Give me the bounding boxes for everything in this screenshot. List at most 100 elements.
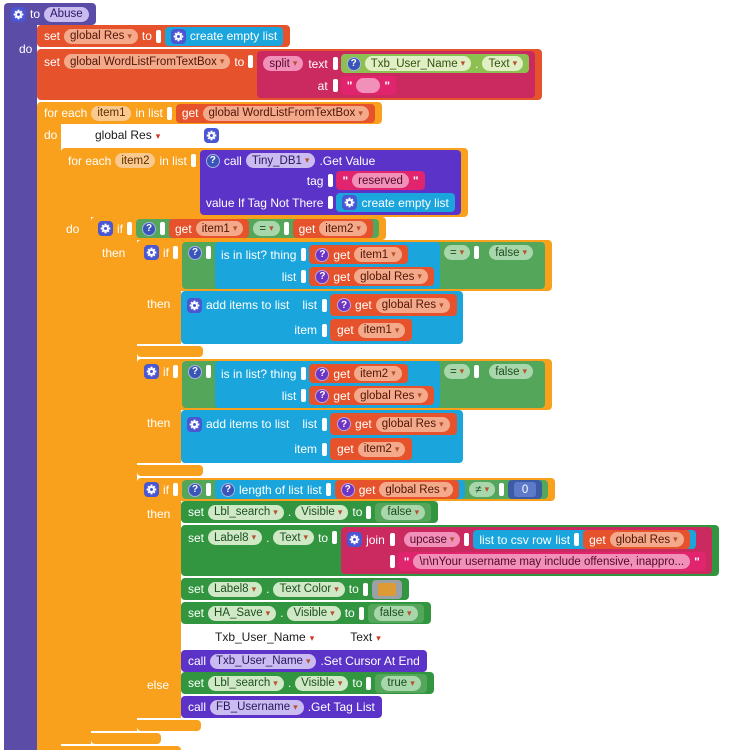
- upcase-block[interactable]: upcase list to csv row list: [397, 530, 702, 549]
- color-swatch[interactable]: [377, 582, 396, 596]
- question-icon[interactable]: ?: [337, 298, 352, 312]
- question-icon[interactable]: ?: [188, 482, 202, 497]
- get-global-res-block[interactable]: get global Res: [583, 530, 690, 549]
- variable-dropdown-item1[interactable]: item1: [354, 247, 402, 262]
- variable-dropdown-item2[interactable]: item2: [354, 366, 402, 381]
- warning-string-block[interactable]: " \n\nYour username may include offensiv…: [397, 552, 706, 571]
- equals-compare-block[interactable]: ? get item1 =: [136, 219, 379, 238]
- variable-dropdown-wordlist[interactable]: global WordListFromTextBox: [64, 54, 231, 69]
- question-icon[interactable]: ?: [346, 56, 361, 71]
- component-dropdown[interactable]: Label8: [208, 581, 263, 597]
- variable-dropdown-global-res[interactable]: global Res: [354, 388, 428, 403]
- variable-dropdown-global-res[interactable]: global Res: [609, 532, 684, 547]
- split-block[interactable]: split text ? Txb_User_Name . Text at: [257, 51, 536, 98]
- logic-value-dropdown[interactable]: false: [373, 605, 418, 621]
- component-dropdown-tinydb[interactable]: Tiny_DB1: [245, 153, 316, 168]
- call-get-tag-list-block[interactable]: call FB_Username .Get Tag List: [181, 696, 382, 718]
- component-dropdown[interactable]: Lbl_search: [208, 504, 284, 520]
- collapsed-global-res-block[interactable]: global Res: [61, 124, 260, 146]
- gear-icon[interactable]: [144, 482, 159, 497]
- question-icon[interactable]: ?: [315, 388, 330, 403]
- component-dropdown[interactable]: Txb_User_Name: [210, 653, 317, 669]
- compare-op-dropdown[interactable]: ≠: [469, 482, 496, 497]
- if-item2-not-in-res-block[interactable]: if ?: [137, 359, 553, 476]
- get-item2-block[interactable]: get item2: [292, 219, 373, 238]
- gear-icon[interactable]: [11, 6, 26, 22]
- get-global-res-block[interactable]: ? get global Res: [309, 386, 434, 405]
- property-dropdown[interactable]: Text: [350, 630, 381, 644]
- question-icon[interactable]: ?: [315, 269, 330, 284]
- variable-dropdown-wordlist[interactable]: global WordListFromTextBox: [202, 105, 369, 121]
- logic-value-dropdown[interactable]: false: [489, 364, 534, 379]
- variable-dropdown-item2[interactable]: item2: [357, 441, 406, 457]
- txb-user-name-text-getter-block[interactable]: ? Txb_User_Name . Text: [340, 54, 530, 73]
- add-items-to-list-block[interactable]: add items to list list ?: [181, 410, 463, 463]
- false-block[interactable]: false: [367, 603, 424, 623]
- if-item1-not-in-res-block[interactable]: if ?: [137, 240, 553, 357]
- variable-dropdown-item2[interactable]: item2: [319, 221, 367, 236]
- gear-icon[interactable]: [144, 364, 159, 379]
- number-zero-block[interactable]: 0: [508, 480, 543, 499]
- variable-dropdown-global-res[interactable]: global Res: [375, 416, 450, 432]
- question-icon[interactable]: ?: [205, 153, 220, 168]
- false-block[interactable]: false: [483, 243, 540, 262]
- logic-value-dropdown[interactable]: true: [381, 675, 421, 691]
- property-dropdown[interactable]: Text Color: [273, 581, 345, 597]
- question-icon[interactable]: ?: [142, 221, 156, 236]
- add-items-to-list-block[interactable]: add items to list list ?: [181, 291, 463, 344]
- get-global-res-block[interactable]: ? get global Res: [330, 294, 457, 316]
- equals-compare-block[interactable]: ? is in list? thing: [182, 242, 546, 289]
- variable-dropdown-item1[interactable]: item1: [195, 221, 244, 236]
- property-dropdown[interactable]: Text: [273, 530, 315, 545]
- get-item1-block[interactable]: get item1: [330, 319, 413, 341]
- color-block[interactable]: [371, 579, 402, 599]
- property-dropdown[interactable]: Visible: [295, 504, 349, 520]
- split-op-dropdown[interactable]: split: [263, 56, 304, 71]
- for-each-item2-header[interactable]: for each item2 in list ? call Ti: [61, 148, 468, 217]
- procedure-header[interactable]: to Abuse: [4, 3, 96, 25]
- gear-icon[interactable]: [342, 195, 358, 210]
- question-icon[interactable]: ?: [315, 366, 330, 381]
- gear-icon[interactable]: [187, 416, 202, 432]
- question-icon[interactable]: ?: [188, 364, 202, 379]
- is-in-list-block[interactable]: is in list? thing ? get: [215, 361, 440, 408]
- set-label8-text-block[interactable]: set Label8 . Text to: [181, 525, 719, 576]
- equals-compare-block[interactable]: ? is in list? thing: [182, 361, 546, 408]
- gear-icon[interactable]: [144, 245, 159, 260]
- gear-icon[interactable]: [170, 28, 186, 44]
- property-dropdown[interactable]: Visible: [287, 605, 341, 621]
- variable-dropdown-item1[interactable]: item1: [357, 322, 406, 338]
- string-field-warning[interactable]: \n\nYour username may include offensive,…: [413, 554, 691, 569]
- length-of-list-block[interactable]: ? length of list list ?: [215, 480, 466, 499]
- upcase-op-dropdown[interactable]: upcase: [403, 532, 461, 547]
- call-set-cursor-at-end-block[interactable]: call Txb_User_Name .Set Cursor At End: [181, 650, 427, 672]
- string-field-space[interactable]: [356, 78, 381, 93]
- set-global-res-block[interactable]: set global Res to create empty list: [37, 25, 291, 47]
- variable-dropdown-global-res[interactable]: global Res: [64, 28, 138, 44]
- compare-op-dropdown[interactable]: =: [253, 221, 280, 236]
- list-to-csv-row-block[interactable]: list to csv row list get: [473, 530, 696, 549]
- set-lbl-search-visible-true-block[interactable]: set Lbl_search . Visible to: [181, 672, 434, 694]
- number-field[interactable]: 0: [514, 482, 537, 497]
- set-label8-text-color-block[interactable]: set Label8 . Text Color to: [181, 578, 409, 600]
- get-item1-block[interactable]: get item1: [169, 219, 250, 238]
- not-equal-compare-block[interactable]: ? ? length of list list: [182, 480, 549, 499]
- if-header[interactable]: if ? get item1: [91, 217, 386, 240]
- variable-dropdown-global-res[interactable]: global Res: [95, 128, 160, 142]
- question-icon[interactable]: ?: [188, 245, 202, 260]
- for-each-item1-block[interactable]: for each item1 in list get global WordLi…: [37, 102, 719, 750]
- if-header[interactable]: if ?: [137, 359, 553, 410]
- logic-value-dropdown[interactable]: false: [489, 245, 534, 260]
- set-wordlist-block[interactable]: set global WordListFromTextBox to split …: [37, 49, 543, 100]
- gear-icon[interactable]: [98, 221, 113, 236]
- reserved-string-block[interactable]: " reserved ": [336, 171, 425, 190]
- gear-icon[interactable]: [204, 127, 220, 143]
- space-string-block[interactable]: " ": [340, 76, 397, 95]
- component-dropdown[interactable]: Txb_User_Name: [215, 630, 314, 644]
- call-tinydb-getvalue-block[interactable]: ? call Tiny_DB1 .Get Value tag ": [199, 150, 461, 215]
- procedure-name-field[interactable]: Abuse: [44, 6, 89, 22]
- string-field-reserved[interactable]: reserved: [352, 173, 409, 188]
- if-res-not-empty-block[interactable]: if ? ?: [137, 478, 719, 731]
- question-icon[interactable]: ?: [221, 482, 235, 497]
- component-dropdown[interactable]: Lbl_search: [208, 675, 284, 691]
